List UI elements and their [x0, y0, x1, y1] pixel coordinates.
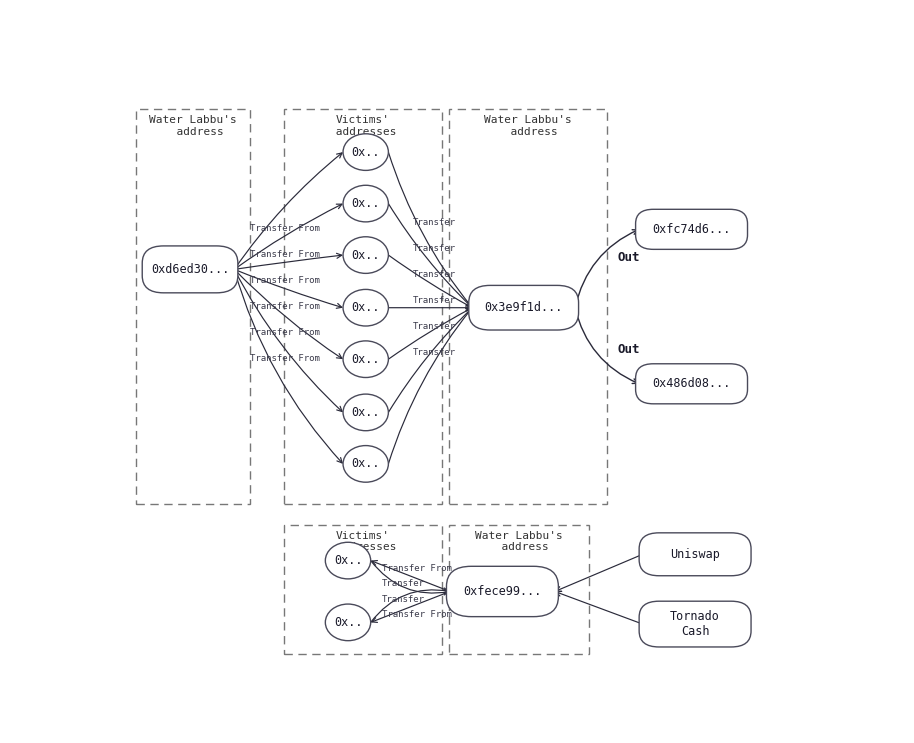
Text: 0xfc74d6...: 0xfc74d6...: [653, 223, 730, 236]
Circle shape: [343, 446, 388, 482]
Text: 0x..: 0x..: [352, 197, 380, 210]
Text: Water Labbu's
  address: Water Labbu's address: [475, 531, 563, 553]
Text: Out: Out: [617, 343, 640, 356]
Text: Uniswap: Uniswap: [670, 548, 720, 561]
Text: Tornado
Cash: Tornado Cash: [670, 610, 720, 638]
FancyBboxPatch shape: [635, 210, 748, 250]
Circle shape: [343, 394, 388, 431]
FancyBboxPatch shape: [639, 601, 751, 647]
Text: Transfer: Transfer: [412, 270, 455, 279]
Text: Out: Out: [617, 251, 640, 264]
FancyBboxPatch shape: [446, 566, 558, 617]
Text: 0x..: 0x..: [352, 458, 380, 470]
Text: Transfer From: Transfer From: [382, 610, 452, 619]
Text: 0x..: 0x..: [352, 146, 380, 158]
Text: Transfer: Transfer: [412, 322, 455, 331]
Circle shape: [343, 134, 388, 170]
Circle shape: [343, 341, 388, 377]
Text: Transfer From: Transfer From: [250, 302, 320, 311]
Text: 0x..: 0x..: [352, 406, 380, 419]
Circle shape: [343, 185, 388, 222]
Text: 0x..: 0x..: [352, 249, 380, 262]
Text: 0x3e9f1d...: 0x3e9f1d...: [484, 301, 563, 314]
Text: Transfer From: Transfer From: [250, 276, 320, 285]
Text: Transfer From: Transfer From: [250, 250, 320, 259]
Circle shape: [325, 542, 371, 579]
Circle shape: [343, 237, 388, 273]
Text: Transfer: Transfer: [412, 348, 455, 357]
Text: Victims'
 addresses: Victims' addresses: [329, 115, 397, 137]
Text: 0x..: 0x..: [334, 616, 362, 629]
Text: Water Labbu's
  address: Water Labbu's address: [149, 115, 237, 137]
FancyBboxPatch shape: [469, 285, 579, 330]
FancyBboxPatch shape: [143, 246, 238, 293]
Text: Transfer: Transfer: [412, 296, 455, 305]
Text: 0xfece99...: 0xfece99...: [463, 585, 542, 598]
Text: Transfer From: Transfer From: [250, 328, 320, 337]
Text: Transfer From: Transfer From: [250, 354, 320, 363]
Text: Transfer: Transfer: [382, 595, 425, 604]
Text: Transfer: Transfer: [412, 218, 455, 227]
Text: Transfer From: Transfer From: [382, 564, 452, 573]
Text: Victims'
 addresses: Victims' addresses: [329, 531, 397, 553]
Text: 0xd6ed30...: 0xd6ed30...: [151, 263, 229, 276]
Text: Transfer: Transfer: [412, 244, 455, 253]
Circle shape: [343, 289, 388, 326]
Circle shape: [325, 604, 371, 640]
Text: Transfer: Transfer: [382, 579, 425, 588]
Text: 0x..: 0x..: [352, 353, 380, 366]
Text: Transfer From: Transfer From: [250, 224, 320, 233]
Text: 0x..: 0x..: [334, 554, 362, 567]
Text: 0x486d08...: 0x486d08...: [653, 377, 730, 390]
Text: 0x..: 0x..: [352, 301, 380, 314]
FancyBboxPatch shape: [635, 364, 748, 404]
Text: Water Labbu's
  address: Water Labbu's address: [484, 115, 571, 137]
FancyBboxPatch shape: [639, 533, 751, 576]
